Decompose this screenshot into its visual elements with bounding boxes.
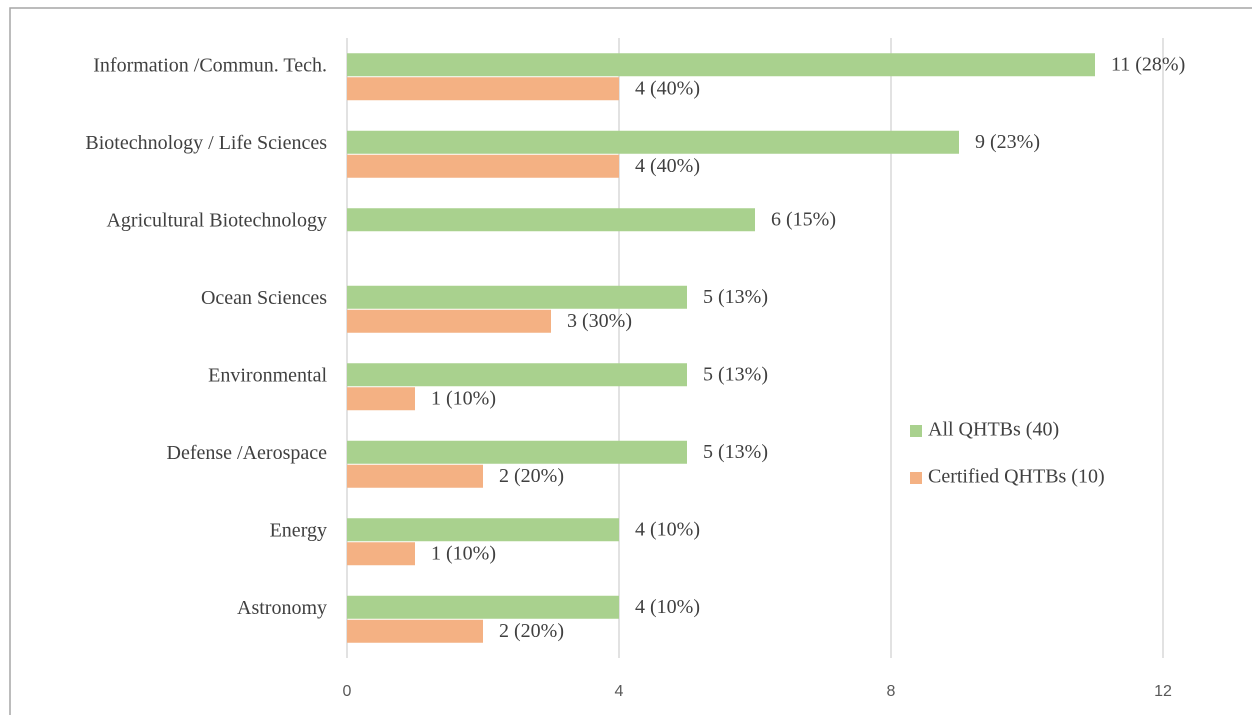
bar xyxy=(347,363,687,387)
data-label: 4 (10%) xyxy=(635,518,700,540)
y-tick-label: Information /Commun. Tech. xyxy=(93,54,327,76)
y-tick-label: Energy xyxy=(270,519,327,541)
bar xyxy=(347,130,959,154)
bar xyxy=(347,208,755,232)
x-tick-label: 0 xyxy=(343,683,352,700)
data-label: 5 (13%) xyxy=(703,286,768,308)
y-tick-label: Agricultural Biotechnology xyxy=(106,209,327,231)
x-tick-label: 4 xyxy=(615,683,624,700)
data-label: 3 (30%) xyxy=(567,310,632,332)
y-tick-label: Environmental xyxy=(208,364,327,386)
chart-frame xyxy=(9,7,1252,715)
bar xyxy=(347,77,619,101)
data-label: 5 (13%) xyxy=(703,363,768,385)
data-label: 5 (13%) xyxy=(703,441,768,463)
bar xyxy=(347,285,687,309)
y-tick-label: Biotechnology / Life Sciences xyxy=(85,132,327,154)
x-tick-label: 12 xyxy=(1154,683,1172,700)
data-label: 2 (20%) xyxy=(499,620,564,642)
bar xyxy=(347,542,415,566)
data-label: 11 (28%) xyxy=(1111,53,1185,75)
data-label: 6 (15%) xyxy=(771,208,836,230)
legend-label: All QHTBs (40) xyxy=(928,419,1059,441)
legend-label: Certified QHTBs (10) xyxy=(928,466,1105,488)
x-tick-label: 8 xyxy=(887,683,896,700)
bar xyxy=(347,619,483,643)
data-label: 2 (20%) xyxy=(499,465,564,487)
legend-swatch xyxy=(910,472,922,484)
bar xyxy=(347,440,687,464)
data-label: 1 (10%) xyxy=(431,542,496,564)
data-label: 4 (10%) xyxy=(635,596,700,618)
bar xyxy=(347,53,1095,77)
bar xyxy=(347,595,619,619)
data-label: 4 (40%) xyxy=(635,155,700,177)
y-tick-label: Astronomy xyxy=(237,597,327,619)
data-label: 9 (23%) xyxy=(975,131,1040,153)
data-label: 1 (10%) xyxy=(431,387,496,409)
bar xyxy=(347,464,483,488)
bar xyxy=(347,309,551,333)
y-tick-label: Defense /Aerospace xyxy=(167,442,328,464)
legend-swatch xyxy=(910,425,922,437)
y-tick-label: Ocean Sciences xyxy=(201,287,327,309)
bar xyxy=(347,518,619,542)
bar xyxy=(347,154,619,178)
bar xyxy=(347,387,415,411)
data-label: 4 (40%) xyxy=(635,77,700,99)
